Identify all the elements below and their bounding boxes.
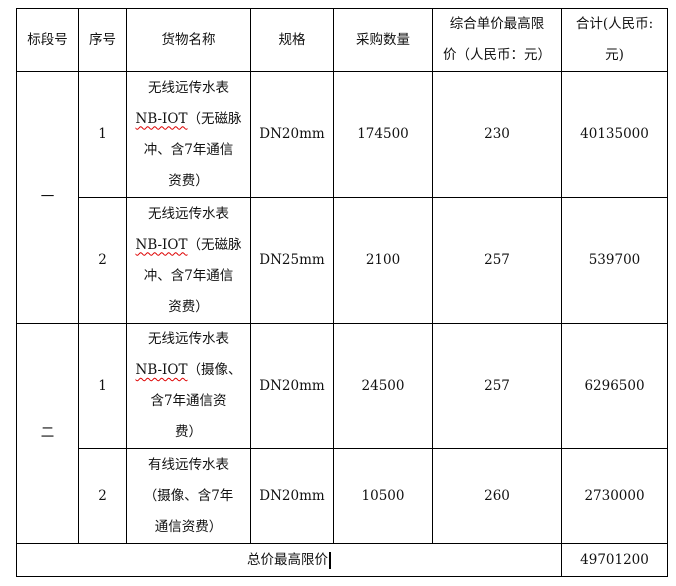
row-unit-price: 230 [432,71,562,198]
row-quantity: 174500 [333,71,433,198]
grand-total: 49701200 [561,543,668,577]
header-name: 货物名称 [126,8,251,72]
row-spec: DN20mm [250,323,334,449]
row-name: 有线远传水表 （摄像、含7年 通信资费） [126,448,251,544]
name-line-part: NB-IOT [135,362,188,378]
header-quantity: 采购数量 [333,8,433,72]
name-line: 含7年通信资 [150,393,227,409]
row-index: 1 [78,71,127,198]
header-line: 综合单价最高限 [449,16,545,32]
table-row: 2 无线远传水表 NB-IOT（无磁脉 冲、含7年通信 资费） DN25mm 2… [17,197,668,324]
header-spec: 规格 [250,8,334,72]
row-index: 1 [78,323,127,449]
name-line-part: （摄像、 [187,362,242,378]
name-line: 冲、含7年通信 [143,141,234,158]
row-index: 2 [78,197,127,324]
name-line: 有线远传水表 [148,456,229,473]
row-total: 6296500 [561,323,668,449]
row-quantity: 10500 [333,448,433,544]
procurement-table: 标段号 序号 货物名称 规格 采购数量 综合单价最高限 价（人民币：元） 合计(人… [16,8,668,577]
name-line-part: （无磁脉 [187,236,242,253]
header-line: 元) [605,47,624,63]
row-unit-price: 257 [432,323,562,449]
header-line: 合计(人民币: [575,16,654,32]
row-total: 539700 [561,197,668,324]
row-name: 无线远传水表 NB-IOT（摄像、 含7年通信资 费） [126,323,251,449]
row-name: 无线远传水表 NB-IOT（无磁脉 冲、含7年通信 资费） [126,71,251,198]
row-unit-price: 257 [432,197,562,324]
section-label: 一 [16,71,79,324]
total-label: 总价最高限价 [247,551,328,568]
text-cursor [329,551,331,569]
table-row: 一 1 无线远传水表 NB-IOT（无磁脉 冲、含7年通信 资费） DN20mm… [16,71,668,324]
row-name: 无线远传水表 NB-IOT（无磁脉 冲、含7年通信 资费） [126,197,251,324]
row-total: 40135000 [561,71,668,198]
row-quantity: 2100 [333,197,433,324]
name-line-part: （无磁脉 [187,110,242,127]
name-line: NB-IOT（摄像、 [127,355,250,386]
row-quantity: 24500 [333,323,433,449]
total-row: 总价最高限价 49701200 [16,543,668,577]
header-total: 合计(人民币: 元) [561,8,668,72]
header-index: 序号 [78,8,127,72]
total-label-cell[interactable]: 总价最高限价 [16,543,562,577]
name-line: 冲、含7年通信 [143,267,234,284]
row-spec: DN20mm [250,71,334,198]
header-section: 标段号 [16,8,79,72]
name-line: 资费） [168,298,209,315]
row-spec: DN20mm [250,448,334,544]
name-line-part: NB-IOT [135,236,188,253]
row-spec: DN25mm [250,197,334,324]
header-line: 价（人民币：元） [443,47,551,63]
name-line: NB-IOT（无磁脉 [127,230,250,261]
name-line: 通信资费） [154,518,223,535]
row-unit-price: 260 [432,448,562,544]
header-unit-price: 综合单价最高限 价（人民币：元） [432,8,562,72]
header-row: 标段号 序号 货物名称 规格 采购数量 综合单价最高限 价（人民币：元） 合计(人… [16,8,668,72]
table-row: 二 1 无线远传水表 NB-IOT（摄像、 含7年通信资 费） DN20mm 2… [16,323,668,544]
name-line: 费） [175,424,202,440]
name-line: NB-IOT（无磁脉 [127,104,250,135]
name-line: 无线远传水表 [148,79,229,96]
name-line: 无线远传水表 [148,331,229,347]
row-total: 2730000 [561,448,668,544]
row-index: 2 [78,448,127,544]
name-line-part: NB-IOT [135,110,188,127]
table-row: 2 有线远传水表 （摄像、含7年 通信资费） DN20mm 10500 260 … [17,448,668,544]
name-line: 资费） [168,172,209,189]
name-line: （摄像、含7年 [143,487,234,504]
name-line: 无线远传水表 [148,205,229,222]
section-label: 二 [16,323,79,544]
